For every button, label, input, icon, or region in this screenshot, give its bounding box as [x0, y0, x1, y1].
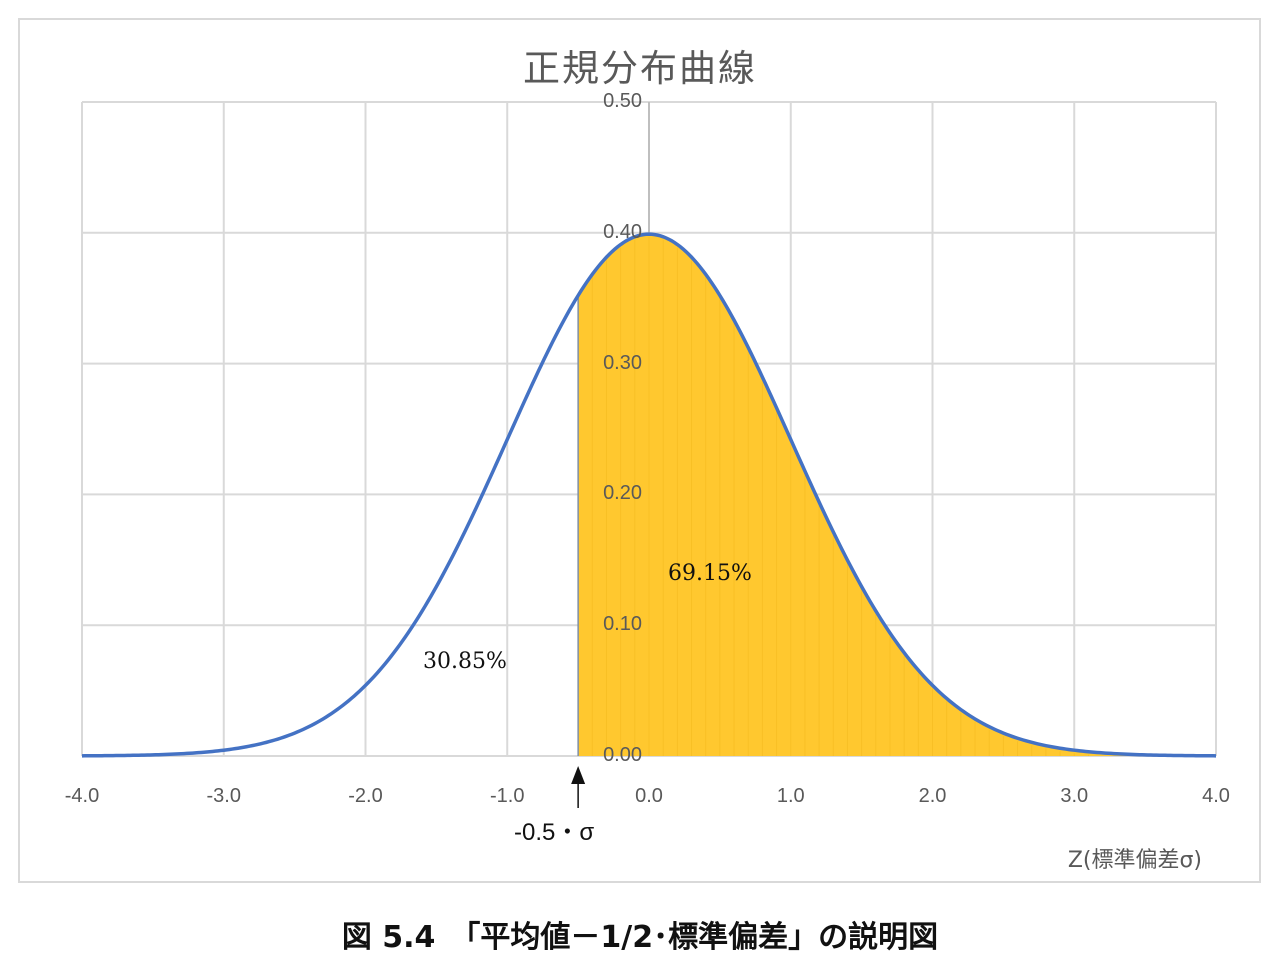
figure-caption: 図 5.4 「平均値－1/2･標準偏差」の説明図 — [341, 920, 939, 955]
y-tick-label: 0.00 — [603, 744, 642, 766]
annotation-right-percent: 69.15% — [668, 561, 752, 586]
gridlines — [81, 101, 1217, 757]
x-tick-label: -4.0 — [64, 785, 100, 807]
y-tick-label: 0.30 — [603, 351, 642, 374]
normal-curve-line — [81, 232, 1217, 758]
y-tick-label: 0.50 — [603, 90, 642, 112]
y-tick-label: 0.40 — [603, 220, 642, 243]
x-tick-label: 3.0 — [1060, 785, 1089, 807]
arrow-up-icon — [571, 766, 586, 808]
y-tick-label: 0.10 — [603, 613, 642, 636]
x-axis-label: Z(標準偏差σ) — [1067, 848, 1202, 873]
fill-stripes — [591, 237, 1104, 756]
annotation-left-percent: 30.85% — [423, 649, 507, 674]
x-tick-label: 4.0 — [1202, 785, 1230, 807]
y-tick-label: 0.20 — [603, 482, 642, 505]
x-tick-label: -2.0 — [348, 785, 383, 807]
x-tick-label: 1.0 — [776, 785, 805, 807]
chart-title: 正規分布曲線 — [523, 47, 757, 90]
shaded-area — [578, 234, 1216, 756]
x-tick-label: -3.0 — [206, 785, 241, 807]
sigma-marker-label: -0.5・σ — [514, 819, 595, 846]
x-tick-label: 0.0 — [635, 785, 663, 807]
x-tick-label: 2.0 — [918, 785, 947, 807]
x-tick-label: -1.0 — [490, 785, 525, 807]
